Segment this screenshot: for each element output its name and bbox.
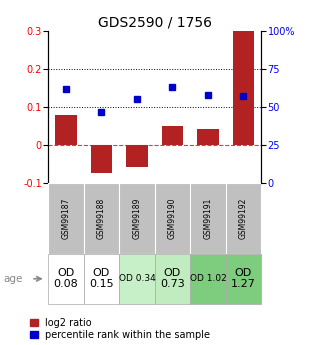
Text: GSM99189: GSM99189 <box>132 198 142 239</box>
Bar <box>55 115 77 145</box>
Bar <box>233 31 254 145</box>
Bar <box>197 129 219 145</box>
Bar <box>126 145 148 167</box>
Text: OD
0.08: OD 0.08 <box>53 268 78 289</box>
Bar <box>162 126 183 145</box>
Text: GSM99188: GSM99188 <box>97 198 106 239</box>
Text: OD 0.34: OD 0.34 <box>118 274 156 283</box>
Bar <box>190 254 226 304</box>
Legend: log2 ratio, percentile rank within the sample: log2 ratio, percentile rank within the s… <box>30 318 210 340</box>
Bar <box>84 254 119 304</box>
Title: GDS2590 / 1756: GDS2590 / 1756 <box>98 16 212 30</box>
Bar <box>48 254 84 304</box>
Bar <box>155 254 190 304</box>
Text: OD
0.73: OD 0.73 <box>160 268 185 289</box>
Text: OD
0.15: OD 0.15 <box>89 268 114 289</box>
Bar <box>119 254 155 304</box>
Text: OD 1.02: OD 1.02 <box>190 274 226 283</box>
Bar <box>91 145 112 174</box>
Text: GSM99191: GSM99191 <box>203 198 212 239</box>
Text: age: age <box>3 274 22 284</box>
Text: GSM99190: GSM99190 <box>168 197 177 239</box>
Text: OD
1.27: OD 1.27 <box>231 268 256 289</box>
Text: GSM99192: GSM99192 <box>239 198 248 239</box>
Text: GSM99187: GSM99187 <box>62 198 71 239</box>
Bar <box>226 254 261 304</box>
